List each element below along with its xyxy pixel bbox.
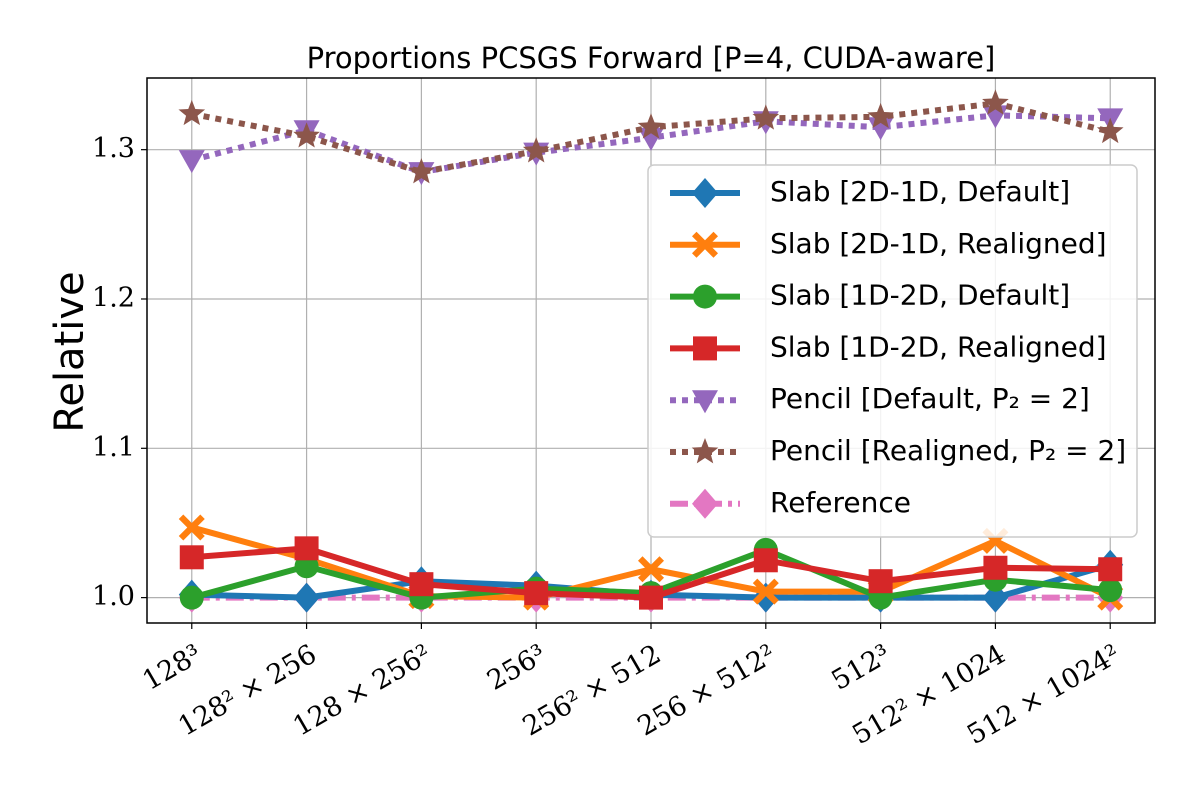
marker xyxy=(293,122,320,148)
marker xyxy=(868,569,893,594)
marker xyxy=(178,514,205,541)
marker xyxy=(1098,578,1123,603)
marker xyxy=(692,178,718,208)
legend-label: Slab [1D-2D, Default] xyxy=(770,279,1070,312)
marker xyxy=(522,137,550,163)
marker xyxy=(692,488,718,519)
plot-frame xyxy=(146,77,1156,624)
marker xyxy=(1098,557,1123,582)
legend-label: Slab [2D-1D, Default] xyxy=(770,175,1070,208)
marker xyxy=(178,99,206,126)
legend-label: Slab [2D-1D, Realigned] xyxy=(770,227,1107,260)
marker xyxy=(293,582,320,613)
marker xyxy=(752,578,779,605)
marker xyxy=(983,555,1008,580)
marker xyxy=(867,102,894,129)
marker xyxy=(524,581,549,606)
legend-label: Reference xyxy=(770,486,911,519)
marker xyxy=(693,284,717,309)
legend: Slab [2D-1D, Default] Slab [2D-1D, Realig… xyxy=(647,164,1138,538)
marker xyxy=(752,104,780,130)
marker xyxy=(753,548,778,573)
legend-label: Slab [1D-2D, Realigned] xyxy=(770,330,1107,363)
marker xyxy=(179,585,204,610)
legend-label: Pencil [Realigned, P₂ = 2] xyxy=(770,434,1126,467)
marker xyxy=(638,556,664,583)
marker xyxy=(179,545,204,570)
y-tick-label: 1.2 xyxy=(92,282,135,313)
x-tick-label: 512³ xyxy=(826,639,896,697)
marker xyxy=(1096,117,1124,144)
marker xyxy=(691,438,719,464)
y-tick-label: 1.1 xyxy=(92,432,135,463)
chart-title: Proportions PCSGS Forward [P=4, CUDA-awa… xyxy=(307,41,996,75)
legend-box xyxy=(647,164,1138,538)
marker xyxy=(294,536,319,561)
marker xyxy=(639,585,663,610)
y-axis-label: Relative xyxy=(47,271,93,432)
marker xyxy=(692,231,718,258)
marker xyxy=(692,390,718,414)
marker xyxy=(982,582,1009,613)
x-tick-label: 256³ xyxy=(482,639,552,697)
marker xyxy=(982,89,1009,115)
marker xyxy=(178,150,205,174)
x-tick-label: 128³ xyxy=(138,639,208,697)
marker xyxy=(693,336,717,361)
marker xyxy=(409,572,434,597)
marker xyxy=(408,158,435,184)
y-tick-label: 1.3 xyxy=(92,133,135,164)
plot xyxy=(178,89,1124,613)
legend-label: Pencil [Default, P₂ = 2] xyxy=(770,382,1090,415)
marker xyxy=(637,113,665,139)
y-tick-label: 1.0 xyxy=(92,581,135,612)
